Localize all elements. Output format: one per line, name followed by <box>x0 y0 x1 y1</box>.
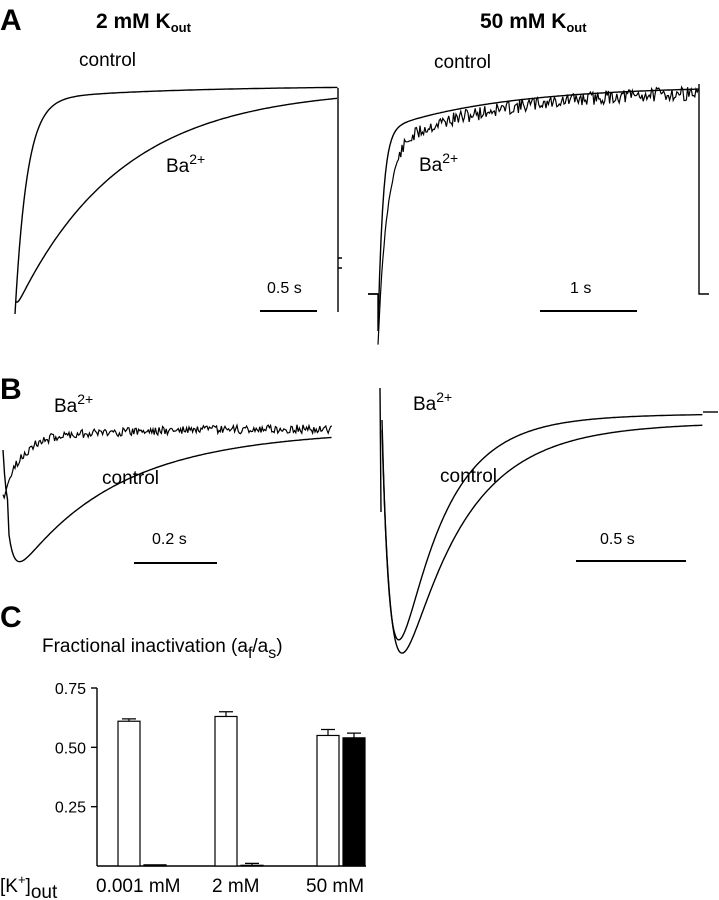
panel-c-bars <box>117 711 366 867</box>
panel-b-right-onset-artifact <box>379 387 382 513</box>
panel-b-right-control-trace <box>381 424 703 654</box>
panel-a-right-ba-label: Ba2+ <box>419 150 458 176</box>
panel-b-right-ba-label: Ba2+ <box>413 389 452 415</box>
panel-b-right-ba-trace <box>381 413 703 641</box>
panel-c-error-bar <box>347 732 361 738</box>
panel-a-left-scale-label: 0.5 s <box>267 280 302 297</box>
panel-c-x-labels: 0.001 mM 2 mM 50 mM <box>96 876 364 897</box>
panel-b-left-ba-trace <box>2 423 333 500</box>
panel-c-bar <box>316 734 340 867</box>
panel-c-category-label: 50 mM <box>306 876 364 897</box>
panel-b-left-scale-label: 0.2 s <box>152 531 187 548</box>
panel-c-error-bar <box>219 711 233 717</box>
panel-c-y-tick-label: 0.75 <box>55 681 86 698</box>
panel-a-right-condition: 50 mM Kout <box>480 10 587 35</box>
panel-a-left-control-label: control <box>79 50 136 71</box>
panel-a-letter: A <box>0 4 22 37</box>
panel-b-left-control-trace <box>2 436 332 563</box>
panel-a-left-ba-label: Ba2+ <box>166 151 205 177</box>
panel-c-error-bar <box>245 862 259 866</box>
panel-c-category-label: 2 mM <box>212 876 260 897</box>
panel-c-x-prefix: [K+]out <box>0 872 58 900</box>
panel-b-left-ba-label: Ba2+ <box>54 391 93 417</box>
panel-c-y-tick-label: 0.50 <box>55 740 86 757</box>
panel-c-category-label: 0.001 mM <box>96 876 180 897</box>
panel-c-bar <box>214 715 238 867</box>
panel-c-letter: C <box>0 601 22 634</box>
panel-c-bar <box>117 720 141 867</box>
panel-c-y-ticks: 0.75 0.50 0.25 <box>55 681 97 817</box>
panel-c-bar <box>143 864 167 867</box>
panel-c-error-bar <box>321 728 335 736</box>
panel-a-right-baseline <box>368 84 709 295</box>
panel-a-right-control-label: control <box>434 52 491 73</box>
panel-b-letter: B <box>0 373 22 406</box>
panel-c-bar <box>342 737 366 867</box>
panel-c-error-bar <box>122 718 136 722</box>
panel-a-right-scale-label: 1 s <box>570 280 591 297</box>
panel-c-title: Fractional inactivation (af/as) <box>42 636 283 662</box>
panel-b-right-control-label: control <box>440 466 497 487</box>
panel-c-bar <box>240 864 264 867</box>
panel-a-left-ba-trace <box>16 97 338 303</box>
panel-c-y-tick-label: 0.25 <box>55 800 86 817</box>
panel-a-left-control-trace <box>14 86 338 315</box>
panel-a-left-end-ticks <box>338 257 342 269</box>
panel-b-right-scale-label: 0.5 s <box>600 531 635 548</box>
panel-a-right-control-trace <box>368 88 699 332</box>
panel-a-left-condition: 2 mM Kout <box>96 10 192 35</box>
panel-a-right-ba-trace <box>377 85 699 345</box>
